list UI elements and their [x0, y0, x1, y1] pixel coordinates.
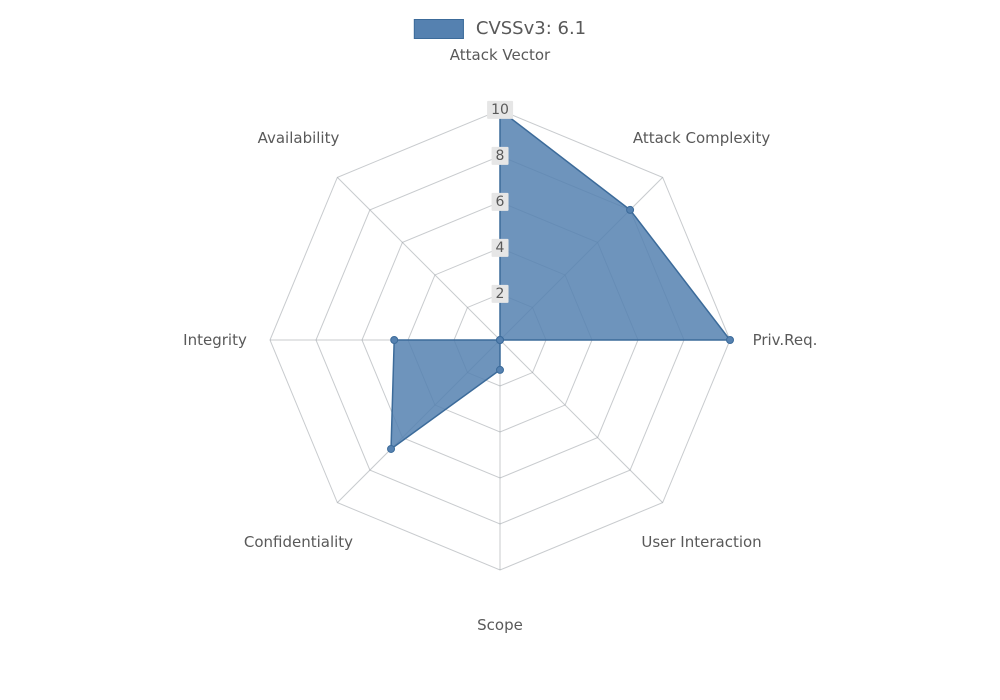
axis-label-user_interaction: User Interaction [641, 533, 761, 551]
tick-label-6: 6 [492, 193, 509, 211]
axis-label-attack_vector: Attack Vector [450, 46, 550, 64]
tick-label-2: 2 [492, 285, 509, 303]
tick-label-8: 8 [492, 147, 509, 165]
tick-label-10: 10 [487, 101, 513, 119]
axis-label-availability: Availability [258, 129, 340, 147]
tick-label-4: 4 [492, 239, 509, 257]
axis-label-confidentiality: Confidentiality [244, 533, 353, 551]
axis-label-scope: Scope [477, 616, 523, 634]
axis-label-integrity: Integrity [183, 331, 247, 349]
radar-chart-container: CVSSv3: 6.1 Attack VectorAttack Complexi… [0, 0, 1000, 700]
axis-label-attack_complexity: Attack Complexity [633, 129, 770, 147]
axis-label-priv_req: Priv.Req. [753, 331, 818, 349]
